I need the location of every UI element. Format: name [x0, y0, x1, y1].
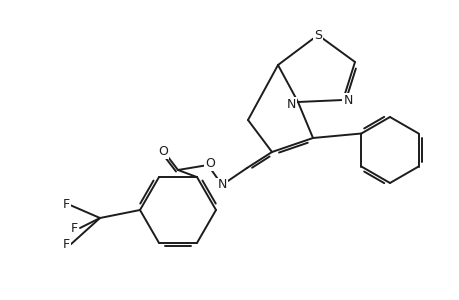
Text: O: O [205, 157, 214, 169]
Text: N: N [342, 94, 352, 106]
Text: N: N [217, 178, 226, 191]
Text: O: O [158, 145, 168, 158]
Text: F: F [62, 238, 69, 251]
Text: F: F [62, 199, 69, 212]
Text: N: N [285, 98, 295, 110]
Text: F: F [70, 221, 78, 235]
Text: S: S [313, 28, 321, 41]
